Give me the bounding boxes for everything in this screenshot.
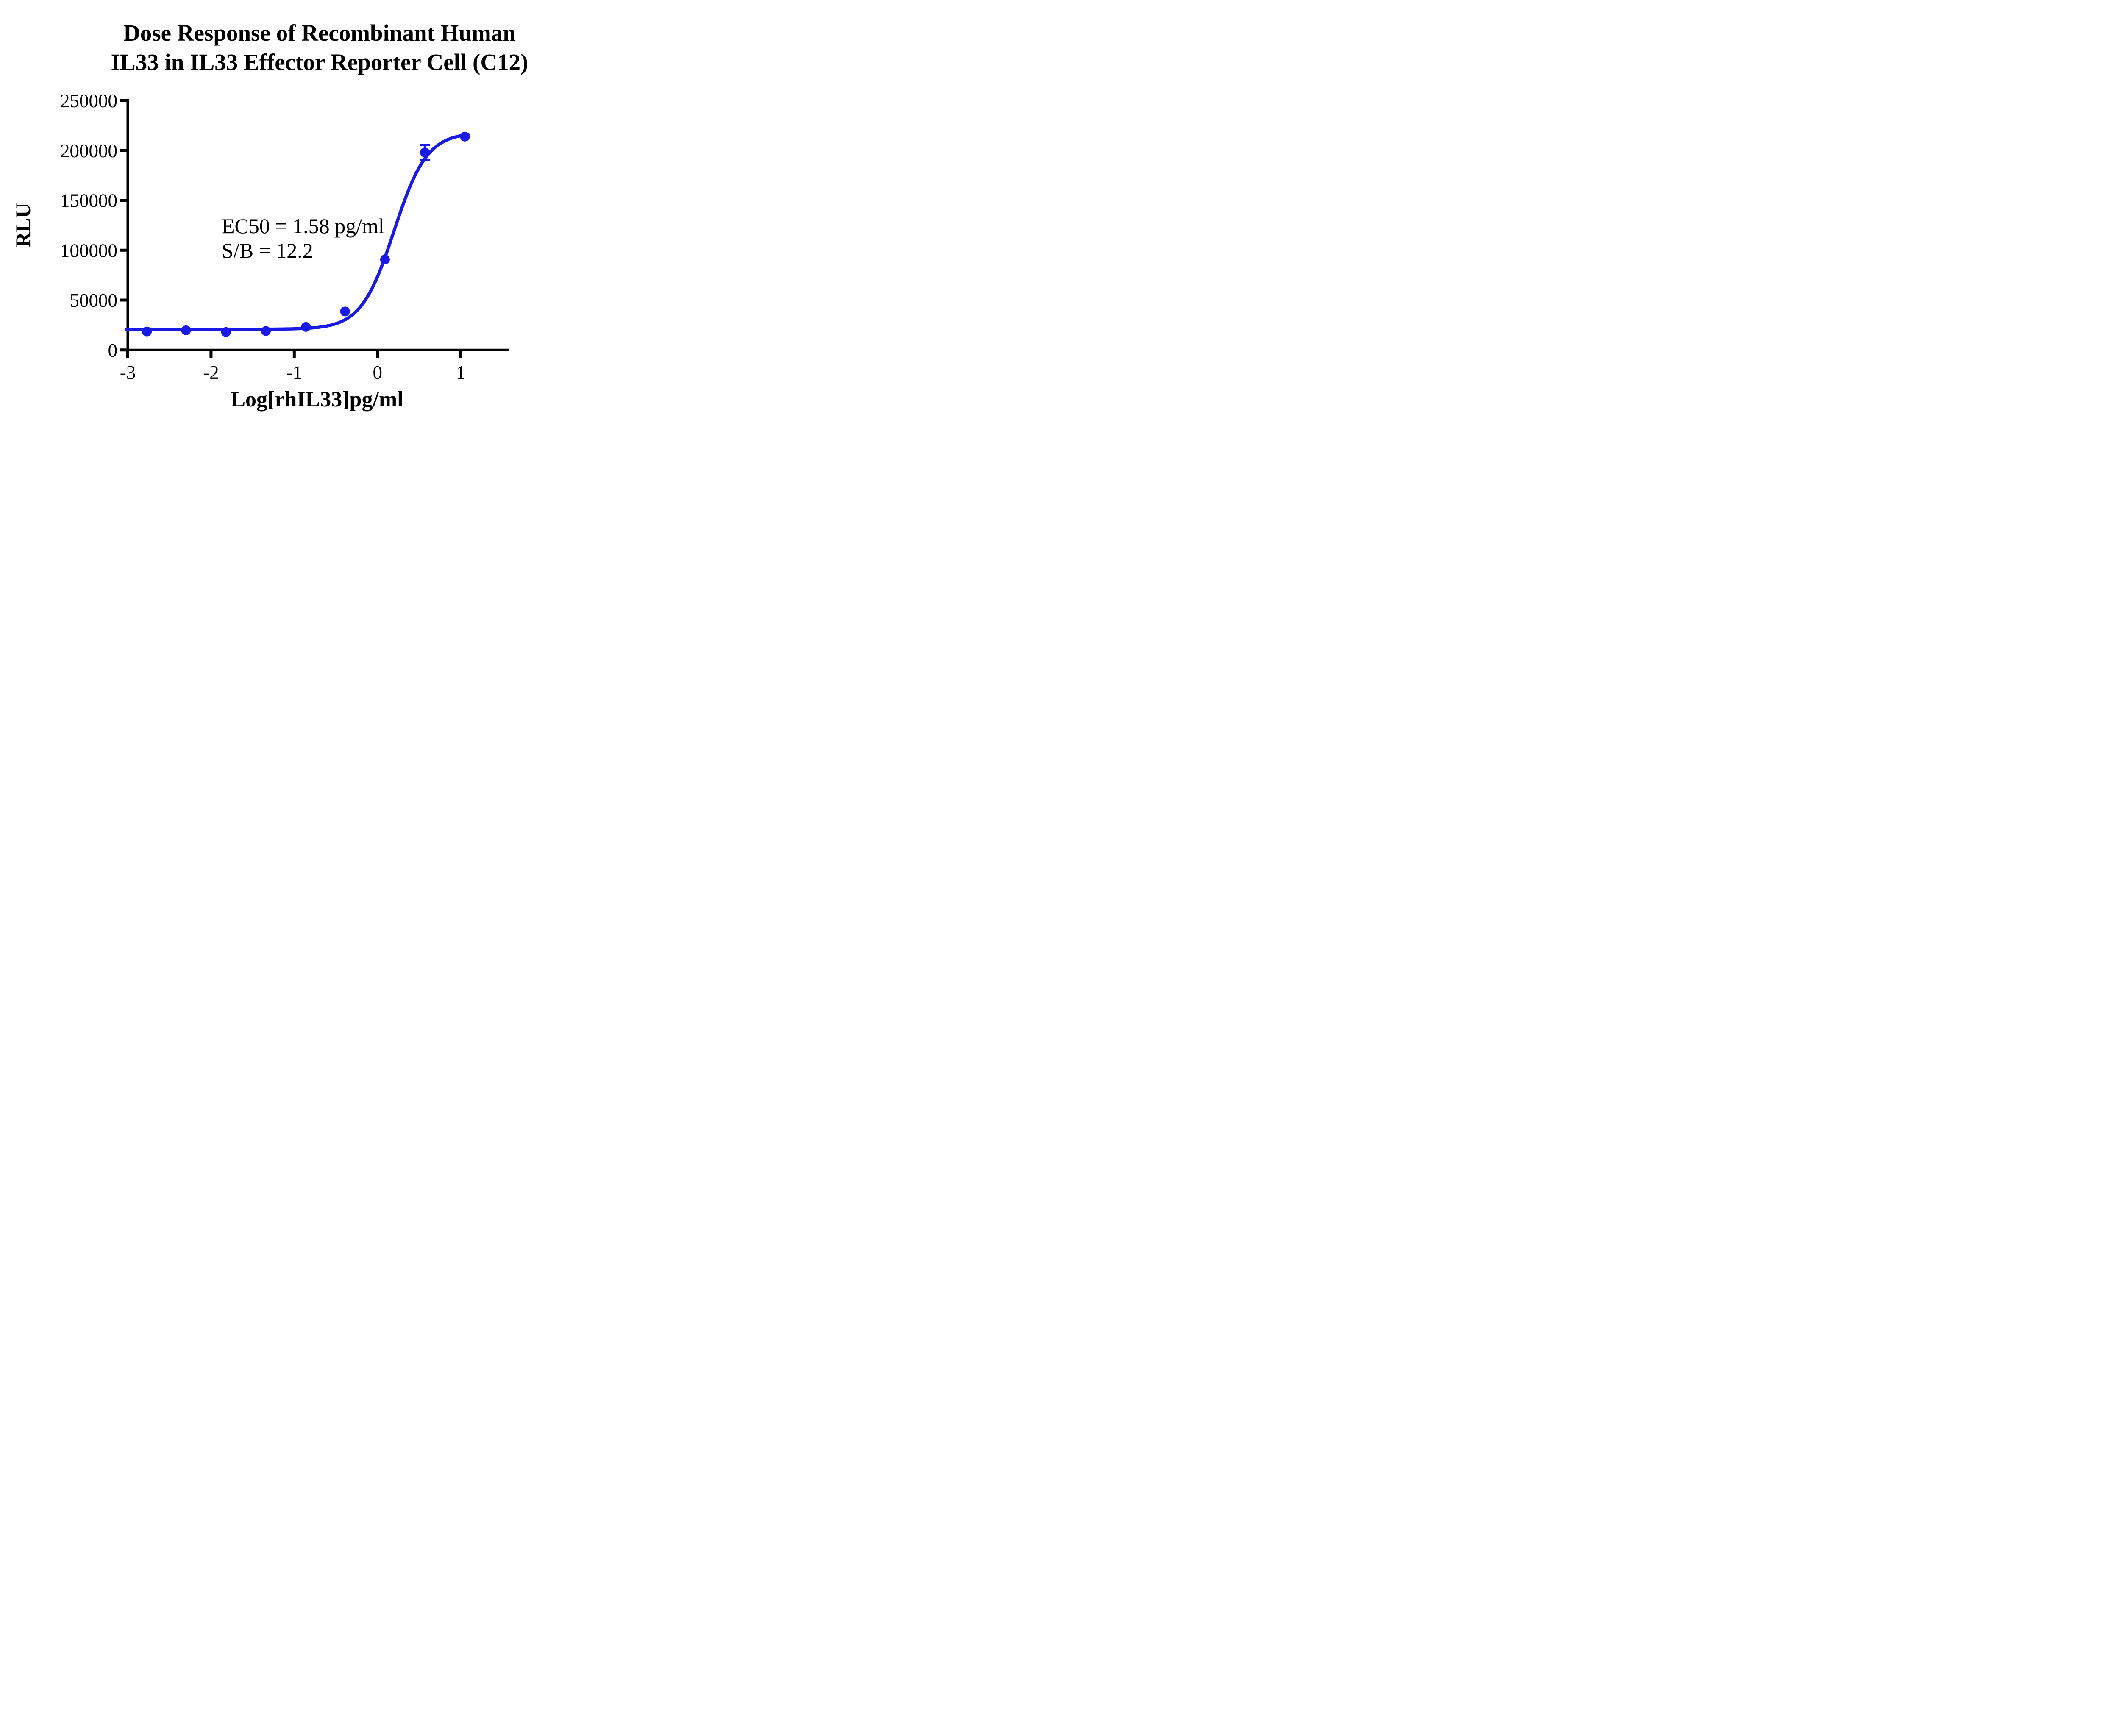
y-axis-title: RLU (11, 203, 35, 248)
x-tick (376, 351, 379, 358)
y-tick-labels: 250000 200000 150000 100000 50000 0 (60, 90, 117, 361)
x-tick-label: -1 (286, 362, 303, 383)
y-tick (120, 99, 127, 102)
data-point (142, 326, 152, 337)
x-tick-label: -3 (120, 362, 136, 383)
y-tick (120, 248, 127, 252)
x-tick-labels: -3 -2 -1 0 1 (120, 362, 466, 383)
ec50-annotation: EC50 = 1.58 pg/ml (222, 214, 384, 238)
x-tick (459, 351, 462, 358)
x-axis-line (120, 348, 509, 351)
y-tick-label: 100000 (60, 240, 117, 261)
x-axis-title: Log[rhIL33]pg/ml (231, 387, 403, 412)
y-tick-label: 150000 (60, 190, 117, 211)
x-tick-marks (126, 351, 462, 358)
y-tick (120, 298, 127, 302)
y-tick (120, 199, 127, 202)
sb-annotation: S/B = 12.2 (222, 239, 313, 262)
x-tick (209, 351, 213, 358)
data-point (301, 322, 311, 332)
x-tick-label: -2 (203, 362, 219, 383)
data-series (124, 131, 470, 337)
data-point (460, 131, 470, 142)
data-point (221, 327, 231, 337)
y-tick (120, 348, 127, 352)
x-tick (292, 351, 296, 358)
y-tick-label: 50000 (70, 290, 118, 311)
dose-response-chart: Dose Response of Recombinant Human IL33 … (11, 20, 528, 412)
y-tick-marks (120, 99, 127, 352)
y-tick (120, 149, 127, 152)
x-tick-label: 0 (373, 362, 383, 383)
chart-figure: Dose Response of Recombinant Human IL33 … (0, 0, 563, 434)
y-tick-label: 200000 (60, 140, 117, 161)
chart-title-line1: Dose Response of Recombinant Human (123, 20, 516, 46)
y-axis-line (126, 99, 129, 351)
x-tick (126, 351, 129, 358)
data-point (261, 326, 271, 336)
data-point (340, 306, 350, 317)
x-tick-label: 1 (456, 362, 466, 383)
y-tick-label: 250000 (60, 90, 117, 111)
y-tick-label: 0 (108, 340, 118, 361)
data-point (420, 147, 430, 158)
data-point (380, 254, 390, 264)
chart-title-line2: IL33 in IL33 Effector Reporter Cell (C12… (111, 49, 528, 75)
data-point (181, 325, 191, 335)
